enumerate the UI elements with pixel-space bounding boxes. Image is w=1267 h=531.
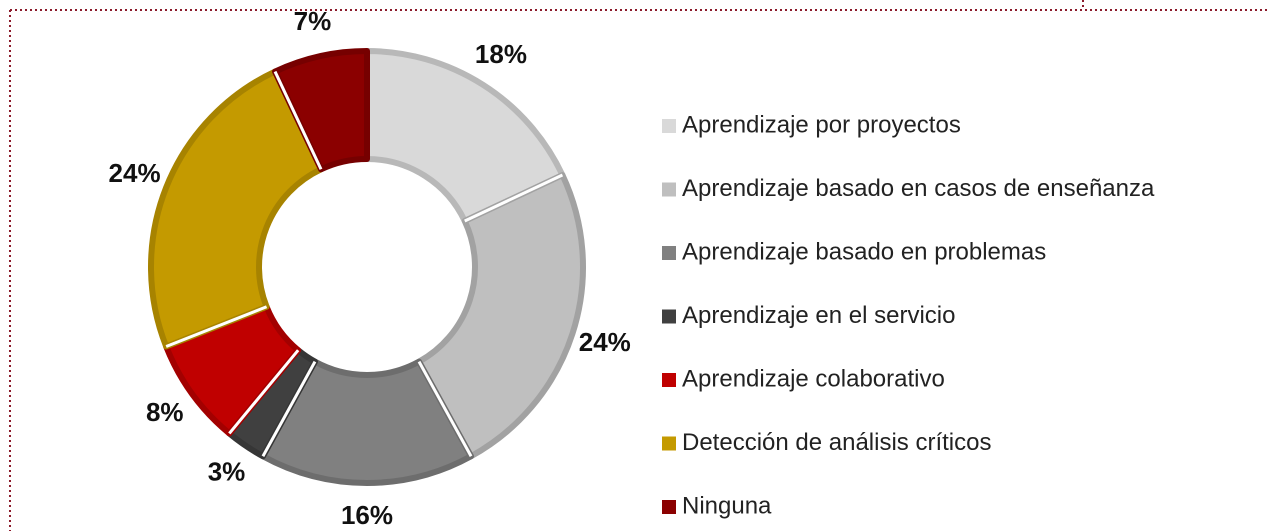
donut-segment — [148, 68, 325, 350]
legend-label: Aprendizaje basado en problemas — [682, 238, 1046, 265]
donut-segment — [416, 172, 586, 460]
legend-label: Aprendizaje por proyectos — [682, 111, 961, 138]
value-label: 3% — [208, 457, 246, 487]
legend-label: Detección de análisis críticos — [682, 429, 991, 456]
segment-gap — [417, 360, 473, 458]
legend-swatch — [662, 246, 676, 260]
segment-gap — [464, 173, 564, 223]
segment-gap — [165, 305, 268, 348]
value-label: 24% — [109, 158, 161, 188]
legend-swatch — [662, 500, 676, 514]
legend-swatch — [662, 436, 676, 451]
legend-swatch — [662, 309, 676, 324]
segment-gap — [228, 349, 300, 435]
donut-segment — [259, 358, 475, 486]
segment-gap — [261, 360, 317, 458]
legend-swatch — [662, 373, 676, 387]
legend-label: Ninguna — [682, 492, 772, 519]
legend-swatch — [662, 182, 676, 197]
donut-segment — [364, 48, 566, 225]
legend-label: Aprendizaje en el servicio — [682, 302, 955, 329]
donut-segment — [272, 48, 370, 173]
segment-gap — [273, 70, 323, 170]
value-label: 8% — [146, 397, 184, 427]
legend-label: Aprendizaje colaborativo — [682, 365, 945, 392]
value-label: 18% — [475, 39, 527, 69]
legend-label: Aprendizaje basado en casos de enseñanza — [682, 175, 1155, 202]
value-label: 24% — [579, 327, 631, 357]
value-label: 16% — [341, 500, 393, 530]
legend-swatch — [662, 119, 676, 133]
value-label: 7% — [294, 6, 332, 36]
